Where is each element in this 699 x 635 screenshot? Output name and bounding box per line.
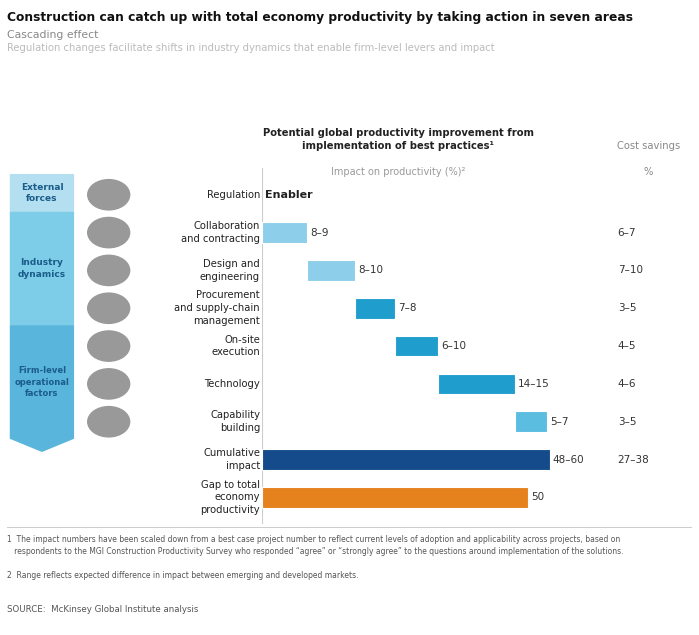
- Text: Construction can catch up with total economy productivity by taking action in se: Construction can catch up with total eco…: [7, 11, 633, 24]
- Circle shape: [88, 180, 130, 210]
- Text: External
forces: External forces: [21, 183, 63, 203]
- Text: Procurement
and supply-chain
management: Procurement and supply-chain management: [175, 290, 260, 326]
- Text: 7–10: 7–10: [618, 265, 643, 276]
- Text: 48–60: 48–60: [553, 455, 584, 465]
- Text: Impact on productivity (%)²: Impact on productivity (%)²: [331, 167, 466, 177]
- Bar: [355, 298, 395, 319]
- Text: Regulation: Regulation: [207, 190, 260, 200]
- Bar: [395, 336, 438, 356]
- Text: Design and
engineering: Design and engineering: [200, 259, 260, 282]
- Text: 6–10: 6–10: [441, 341, 466, 351]
- Text: 1  The impact numbers have been scaled down from a best case project number to r: 1 The impact numbers have been scaled do…: [7, 535, 624, 556]
- Text: 7–8: 7–8: [398, 304, 417, 313]
- Text: Gap to total
economy
productivity: Gap to total economy productivity: [201, 479, 260, 515]
- Text: Cascading effect: Cascading effect: [7, 30, 99, 41]
- Text: Industry
dynamics: Industry dynamics: [18, 258, 66, 279]
- Text: Cost savings: Cost savings: [617, 141, 680, 151]
- Polygon shape: [10, 325, 74, 452]
- Text: Enabler: Enabler: [265, 190, 312, 200]
- Text: 50: 50: [531, 492, 545, 502]
- Text: Firm-level
operational
factors: Firm-level operational factors: [15, 366, 69, 398]
- Bar: [262, 449, 549, 470]
- Text: On-site
execution: On-site execution: [211, 335, 260, 358]
- Text: 4–5: 4–5: [618, 341, 636, 351]
- Text: Cumulative
impact: Cumulative impact: [203, 448, 260, 471]
- Text: 14–15: 14–15: [518, 379, 550, 389]
- Circle shape: [88, 406, 130, 437]
- Text: 5–7: 5–7: [550, 417, 568, 427]
- Text: 8–10: 8–10: [359, 265, 384, 276]
- Bar: [438, 373, 515, 394]
- Text: Collaboration
and contracting: Collaboration and contracting: [181, 221, 260, 244]
- Bar: [515, 411, 547, 432]
- Text: 4–6: 4–6: [618, 379, 636, 389]
- Circle shape: [88, 255, 130, 286]
- Text: Technology: Technology: [204, 379, 260, 389]
- Polygon shape: [10, 212, 74, 338]
- Bar: [262, 222, 308, 243]
- Text: Regulation changes facilitate shifts in industry dynamics that enable firm-level: Regulation changes facilitate shifts in …: [7, 43, 495, 53]
- Bar: [308, 260, 355, 281]
- Circle shape: [88, 331, 130, 361]
- Circle shape: [88, 369, 130, 399]
- Text: SOURCE:  McKinsey Global Institute analysis: SOURCE: McKinsey Global Institute analys…: [7, 605, 199, 613]
- Text: 3–5: 3–5: [618, 304, 636, 313]
- Polygon shape: [10, 174, 74, 225]
- Text: Capability
building: Capability building: [210, 410, 260, 433]
- Text: 3–5: 3–5: [618, 417, 636, 427]
- Text: Potential global productivity improvement from
implementation of best practices¹: Potential global productivity improvemen…: [263, 128, 534, 151]
- Bar: [262, 487, 528, 508]
- Circle shape: [88, 293, 130, 323]
- Text: 27–38: 27–38: [618, 455, 649, 465]
- Text: 8–9: 8–9: [310, 227, 329, 237]
- Circle shape: [88, 217, 130, 248]
- Text: %: %: [644, 167, 654, 177]
- Text: 6–7: 6–7: [618, 227, 636, 237]
- Text: 2  Range reflects expected difference in impact between emerging and developed m: 2 Range reflects expected difference in …: [7, 572, 359, 580]
